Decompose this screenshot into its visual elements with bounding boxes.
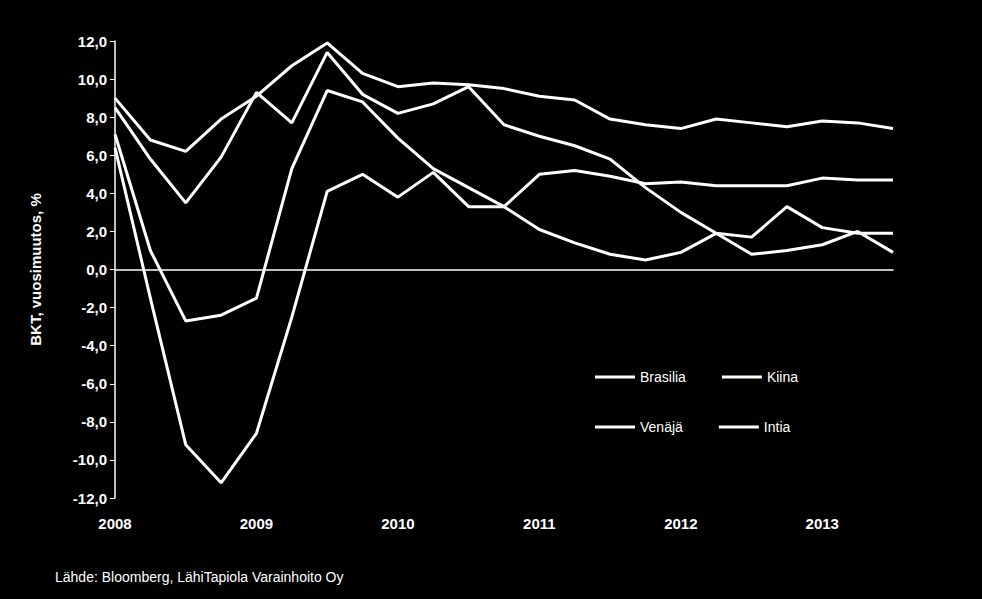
svg-text:2011: 2011 [523, 515, 556, 532]
svg-text:BKT, vuosimuutos, %: BKT, vuosimuutos, % [27, 193, 44, 346]
svg-text:Lähde: Bloomberg, LähiTapiola: Lähde: Bloomberg, LähiTapiola Varainhoit… [55, 569, 343, 585]
svg-text:-4,0: -4,0 [81, 337, 107, 354]
svg-text:Kiina: Kiina [767, 369, 798, 385]
svg-text:-6,0: -6,0 [81, 375, 107, 392]
svg-text:2010: 2010 [381, 515, 414, 532]
svg-text:2012: 2012 [664, 515, 697, 532]
svg-text:10,0: 10,0 [78, 71, 107, 88]
svg-text:12,0: 12,0 [78, 33, 107, 50]
svg-text:2,0: 2,0 [86, 223, 107, 240]
svg-text:4,0: 4,0 [86, 185, 107, 202]
svg-text:2013: 2013 [806, 515, 839, 532]
svg-text:Intia: Intia [764, 419, 791, 435]
svg-text:-12,0: -12,0 [73, 490, 107, 507]
svg-text:-10,0: -10,0 [73, 451, 107, 468]
svg-text:Venäjä: Venäjä [640, 419, 683, 435]
svg-text:2009: 2009 [240, 515, 273, 532]
svg-text:8,0: 8,0 [86, 109, 107, 126]
svg-text:Brasilia: Brasilia [640, 369, 686, 385]
svg-text:2008: 2008 [98, 515, 131, 532]
svg-text:-2,0: -2,0 [81, 299, 107, 316]
svg-text:-8,0: -8,0 [81, 413, 107, 430]
svg-text:0,0: 0,0 [86, 261, 107, 278]
svg-text:6,0: 6,0 [86, 147, 107, 164]
